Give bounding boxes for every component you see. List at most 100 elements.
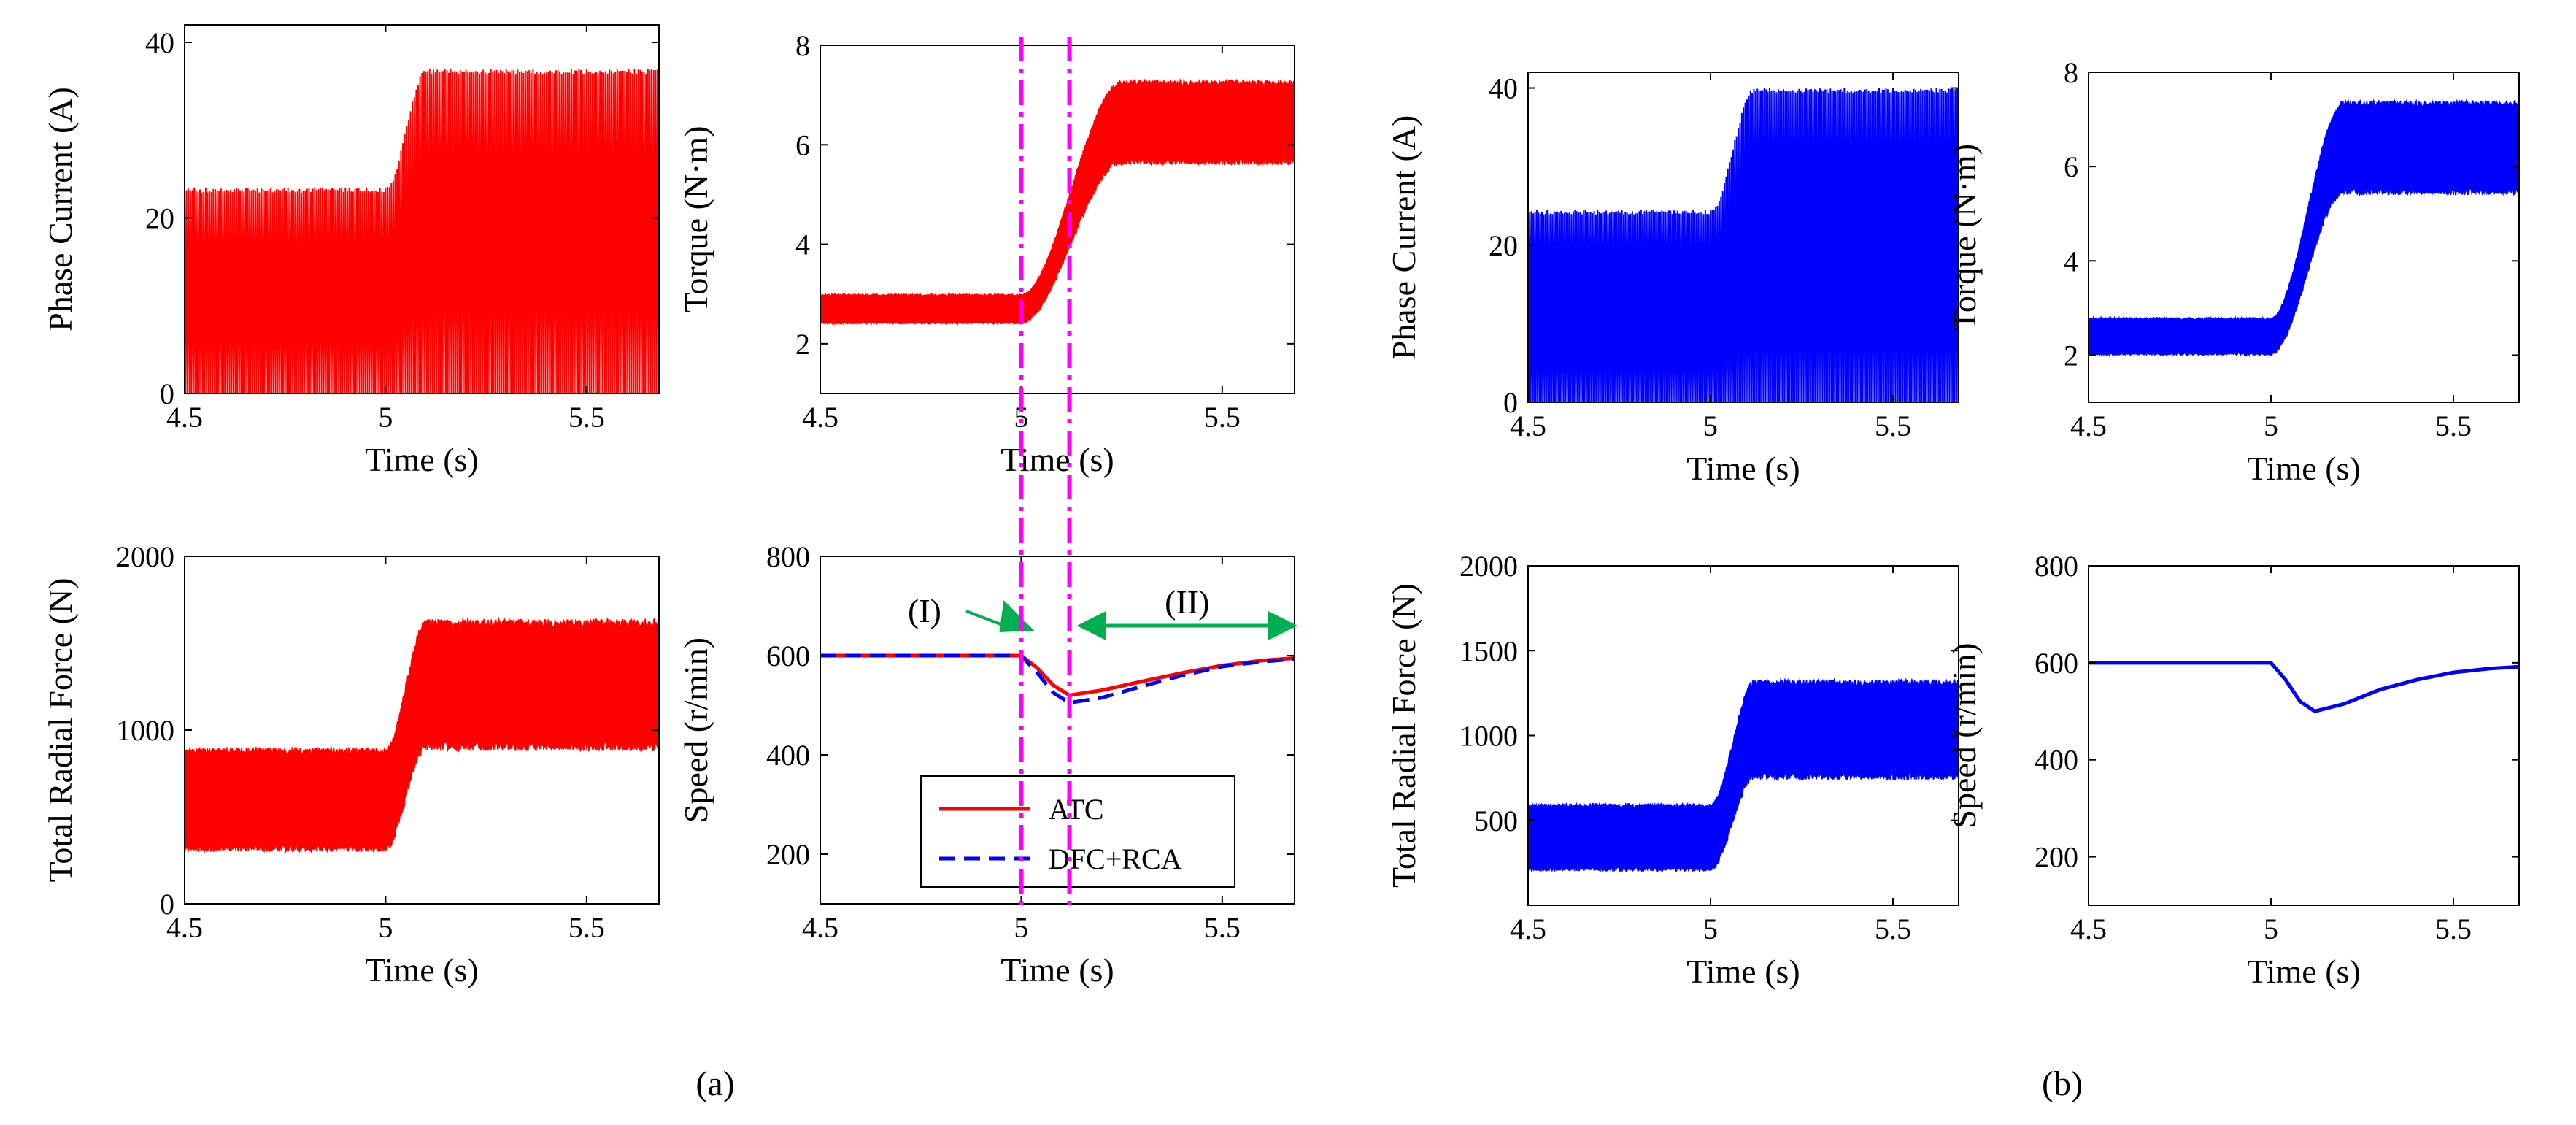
x-axis-label: Time (s) [2247,450,2361,487]
axes-frame [184,24,660,394]
y-axis-label: Total Radial Force (N) [42,577,79,882]
y-tick-label: 0 [160,888,174,921]
series-dfc-rca [1528,677,1959,873]
y-tick-label: 4 [2064,245,2078,277]
axes-frame [820,45,1295,394]
y-tick-label: 40 [145,26,174,59]
y-tick-label: 2 [2064,339,2078,372]
annotation-label-I: (I) [908,592,941,629]
x-tick-label: 5 [1703,913,1718,945]
panel-label-b: (b) [2042,1064,2083,1103]
y-tick-label: 1000 [1459,720,1518,753]
chart-a-current: 4.5 5 5.5 0 20 40 Time (s) Phase Current (A) [42,24,660,478]
legend-entry: ATC [1049,793,1104,826]
annotation-arrow-II-head-right [1268,611,1297,640]
x-tick-label: 4.5 [802,911,838,944]
annotations: (I) (II) [908,583,1297,640]
y-tick-label: 200 [2035,841,2078,874]
y-tick-label: 1500 [1459,634,1518,667]
x-axis-label: Time (s) [1686,450,1800,487]
y-tick-label: 40 [1489,72,1518,105]
x-tick-label: 5 [2264,913,2278,945]
y-tick-label: 2 [795,328,810,361]
axes-frame [2088,72,2520,403]
plot-area [820,653,1295,705]
x-axis-label: Time (s) [1686,953,1800,990]
x-axis-label: Time (s) [1000,951,1114,988]
x-axis-label: Time (s) [365,951,479,988]
y-axis-label: Speed (r/min) [677,637,714,823]
series-atc [185,616,659,854]
plot-area [1528,677,1959,873]
x-tick-label: 4.5 [1510,410,1546,442]
chart-a-torque: 4.5 5 5.5 2 4 6 8 Time (s) Torque (N·m) [677,29,1295,478]
series-dfc-rca [1528,88,1959,402]
y-tick-label: 200 [766,838,810,871]
y-axis-label: Phase Current (A) [1385,115,1422,360]
y-tick-label: 0 [1503,386,1518,419]
y-tick-label: 800 [766,540,810,573]
y-axis-label: Torque (N·m) [677,126,714,312]
series-dfc-rca [2089,661,2519,713]
x-axis-label: Time (s) [1000,441,1114,478]
series-atc [820,77,1295,326]
x-axis-label: Time (s) [2247,953,2361,990]
x-axis-label: Time (s) [365,441,479,478]
legend-box [920,775,1235,888]
x-tick-label: 4.5 [2070,913,2107,945]
x-tick-label: 4.5 [2070,410,2107,442]
y-tick-label: 800 [2035,550,2078,583]
series-dfc-rca [2089,98,2519,358]
plot-area [2089,98,2519,358]
x-tick-label: 5.5 [2435,410,2472,442]
x-tick-label: 5.5 [1204,401,1241,434]
chart-a-speed: 4.5 5 5.5 200 400 600 800 Time (s) Speed (r/min)… [677,540,1297,988]
y-tick-label: 600 [766,640,810,672]
x-tick-label: 5 [378,401,393,434]
y-tick-label: 500 [1474,805,1518,837]
x-tick-label: 5.5 [568,911,605,944]
axes-frame [820,556,1295,905]
x-tick-label: 5.5 [568,401,605,434]
y-tick-label: 20 [145,202,174,235]
y-tick-label: 0 [160,377,174,410]
y-axis-label: Total Radial Force (N) [1385,583,1422,888]
axes-frame [2088,565,2520,906]
x-tick-label: 5.5 [2435,913,2472,945]
y-tick-label: 2000 [116,540,174,573]
series-atc [185,69,659,393]
x-tick-label: 5.5 [1875,913,1911,945]
plot-area [820,77,1295,326]
panel-label-a: (a) [695,1064,734,1103]
x-tick-label: 4.5 [802,401,838,434]
y-tick-label: 2000 [1459,550,1518,583]
x-tick-label: 5.5 [1204,911,1241,944]
x-tick-label: 5 [1014,911,1028,944]
y-tick-label: 400 [766,739,810,772]
axes-frame [1527,72,1959,403]
x-tick-label: 5 [2264,410,2278,442]
x-tick-label: 5 [1014,401,1028,434]
y-axis-label: Phase Current (A) [42,87,79,331]
y-tick-label: 6 [795,128,810,161]
chart-b-current: 4.5 5 5.5 0 20 40 Time (s) Phase Current (A) [1385,72,1959,487]
chart-b-force: 4.5 5 5.5 500 1000 1500 2000 Time (s) Total Radi… [1385,550,1959,990]
y-tick-label: 8 [2064,56,2078,89]
y-tick-label: 400 [2035,744,2078,777]
plot-area [185,69,659,393]
x-tick-label: 4.5 [166,401,203,434]
chart-b-speed: 4.5 5 5.5 200 400 600 800 Time (s) Speed (r/min) [1946,550,2520,990]
y-tick-label: 4 [795,229,810,261]
x-tick-label: 4.5 [166,911,203,944]
y-tick-label: 20 [1489,229,1518,262]
x-tick-label: 5.5 [1875,410,1911,442]
plot-area [2089,661,2519,713]
y-tick-label: 8 [795,29,810,62]
y-tick-label: 600 [2035,647,2078,680]
annotation-arrow-II-head-left [1076,611,1106,640]
series-atc [820,653,1295,698]
chart-b-torque: 4.5 5 5.5 2 4 6 8 Time (s) Torque (N·m) [1946,56,2520,487]
x-tick-label: 4.5 [1510,913,1546,945]
